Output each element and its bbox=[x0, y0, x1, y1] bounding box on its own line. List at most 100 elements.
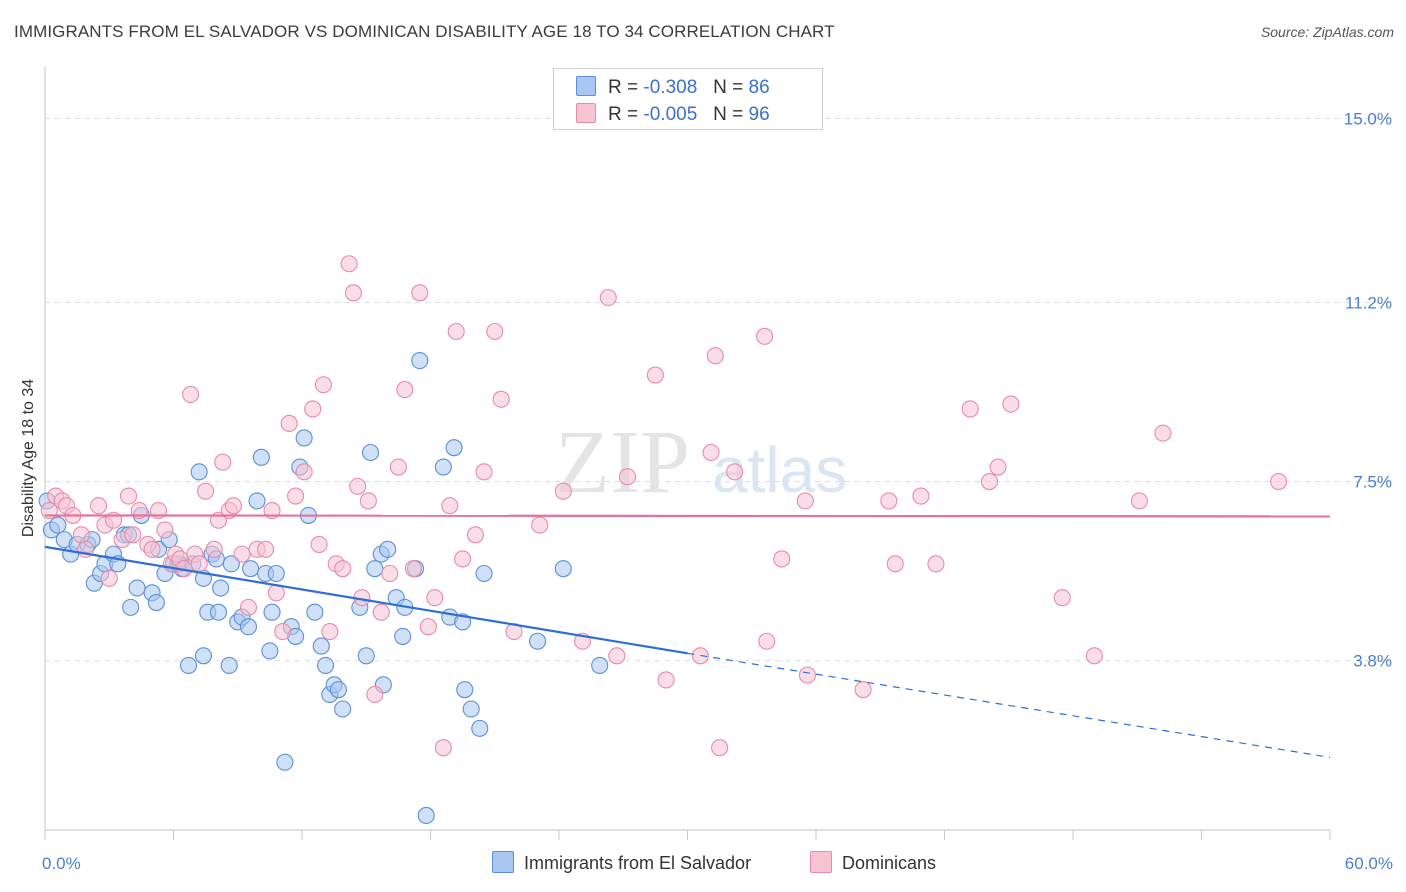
point-dominican bbox=[274, 623, 292, 641]
series-dominican bbox=[40, 255, 1288, 757]
bottom-legend-label-dominican: Dominicans bbox=[842, 853, 937, 873]
point-salvador bbox=[379, 540, 397, 558]
point-dominican bbox=[287, 487, 305, 505]
point-salvador bbox=[49, 516, 67, 534]
bottom-legend-swatch-dominican bbox=[810, 851, 832, 873]
point-dominican bbox=[321, 623, 339, 641]
point-salvador bbox=[147, 593, 165, 612]
legend-r-value: -0.005 bbox=[643, 104, 698, 125]
point-salvador bbox=[263, 603, 281, 621]
point-dominican bbox=[1154, 424, 1172, 442]
point-dominican bbox=[531, 516, 549, 534]
point-salvador bbox=[312, 637, 330, 655]
x-tick-label: 60.0% bbox=[1345, 854, 1393, 873]
legend-n-value: 86 bbox=[748, 77, 770, 98]
point-dominican bbox=[608, 647, 626, 665]
point-salvador bbox=[122, 598, 140, 616]
point-dominican bbox=[886, 555, 904, 573]
trend-line-salvador bbox=[44, 545, 688, 655]
point-salvador bbox=[252, 448, 270, 466]
point-salvador bbox=[128, 579, 146, 597]
point-dominican bbox=[854, 681, 872, 699]
bottom-legend-swatch-salvador bbox=[492, 851, 514, 873]
point-dominican bbox=[758, 632, 776, 650]
point-dominican bbox=[404, 560, 422, 578]
point-dominican bbox=[419, 618, 437, 636]
point-dominican bbox=[190, 555, 208, 573]
legend-row-salvador: R = -0.308 N = 86 bbox=[576, 76, 770, 98]
point-salvador bbox=[242, 560, 260, 578]
point-dominican bbox=[1053, 589, 1071, 607]
bottom-legend-label-salvador: Immigrants from El Salvador bbox=[524, 853, 752, 873]
point-salvador bbox=[471, 719, 489, 737]
grid-lines bbox=[45, 118, 1392, 662]
point-salvador bbox=[190, 463, 208, 481]
legend-swatch-salvador bbox=[576, 76, 596, 96]
point-dominican bbox=[706, 347, 724, 365]
point-salvador bbox=[248, 492, 266, 510]
point-salvador bbox=[357, 647, 375, 665]
point-dominican bbox=[257, 540, 275, 558]
bottom-legend-salvador: Immigrants from El Salvador bbox=[492, 851, 751, 874]
point-salvador bbox=[334, 700, 352, 718]
point-salvador bbox=[212, 579, 230, 597]
trend-lines bbox=[44, 514, 1331, 758]
point-salvador bbox=[329, 681, 347, 699]
legend-row-dominican: R = -0.005 N = 96 bbox=[576, 103, 770, 125]
trend-extension-salvador bbox=[687, 652, 1331, 758]
point-dominican bbox=[454, 550, 472, 568]
point-dominican bbox=[182, 385, 200, 403]
point-dominican bbox=[214, 453, 232, 471]
point-dominican bbox=[434, 739, 452, 757]
trend-line-dominican bbox=[44, 514, 1331, 518]
point-dominican bbox=[1002, 395, 1020, 413]
point-dominican bbox=[267, 584, 285, 602]
point-dominican bbox=[980, 472, 999, 491]
point-salvador bbox=[306, 603, 324, 621]
point-dominican bbox=[100, 569, 118, 587]
point-dominican bbox=[646, 366, 664, 384]
point-dominican bbox=[197, 482, 215, 500]
point-dominican bbox=[143, 540, 161, 558]
point-salvador bbox=[417, 806, 435, 825]
point-salvador bbox=[456, 681, 474, 699]
bottom-legend-dominican: Dominicans bbox=[810, 851, 936, 874]
legend-n-label: N = bbox=[713, 77, 744, 98]
point-salvador bbox=[529, 632, 547, 650]
point-salvador bbox=[220, 656, 238, 674]
point-dominican bbox=[280, 414, 298, 433]
point-dominican bbox=[295, 463, 313, 481]
point-dominican bbox=[554, 482, 572, 500]
point-salvador bbox=[394, 627, 412, 645]
point-dominican bbox=[711, 739, 729, 757]
point-dominican bbox=[961, 400, 979, 418]
y-tick-label: 15.0% bbox=[1344, 110, 1392, 129]
y-tick-label: 7.5% bbox=[1353, 473, 1392, 492]
point-dominican bbox=[618, 468, 637, 486]
point-salvador bbox=[454, 613, 472, 631]
point-salvador bbox=[475, 564, 493, 583]
point-salvador bbox=[261, 642, 279, 660]
point-dominican bbox=[72, 526, 90, 544]
point-dominican bbox=[89, 497, 108, 515]
point-dominican bbox=[927, 555, 945, 573]
point-dominican bbox=[119, 487, 138, 505]
y-tick-label: 3.8% bbox=[1353, 652, 1392, 671]
point-dominican bbox=[349, 477, 367, 495]
point-dominican bbox=[441, 497, 459, 515]
point-salvador bbox=[295, 429, 313, 447]
point-salvador bbox=[462, 700, 480, 718]
point-salvador bbox=[361, 443, 380, 462]
axes bbox=[44, 67, 1331, 840]
point-dominican bbox=[372, 603, 390, 621]
point-dominican bbox=[599, 289, 617, 307]
point-salvador bbox=[239, 618, 258, 636]
point-dominican bbox=[381, 564, 399, 583]
point-dominican bbox=[1085, 647, 1103, 665]
point-dominican bbox=[796, 492, 814, 510]
point-salvador bbox=[554, 560, 572, 578]
point-salvador bbox=[209, 603, 228, 621]
legend-swatch-dominican bbox=[576, 103, 596, 123]
point-salvador bbox=[366, 560, 384, 578]
